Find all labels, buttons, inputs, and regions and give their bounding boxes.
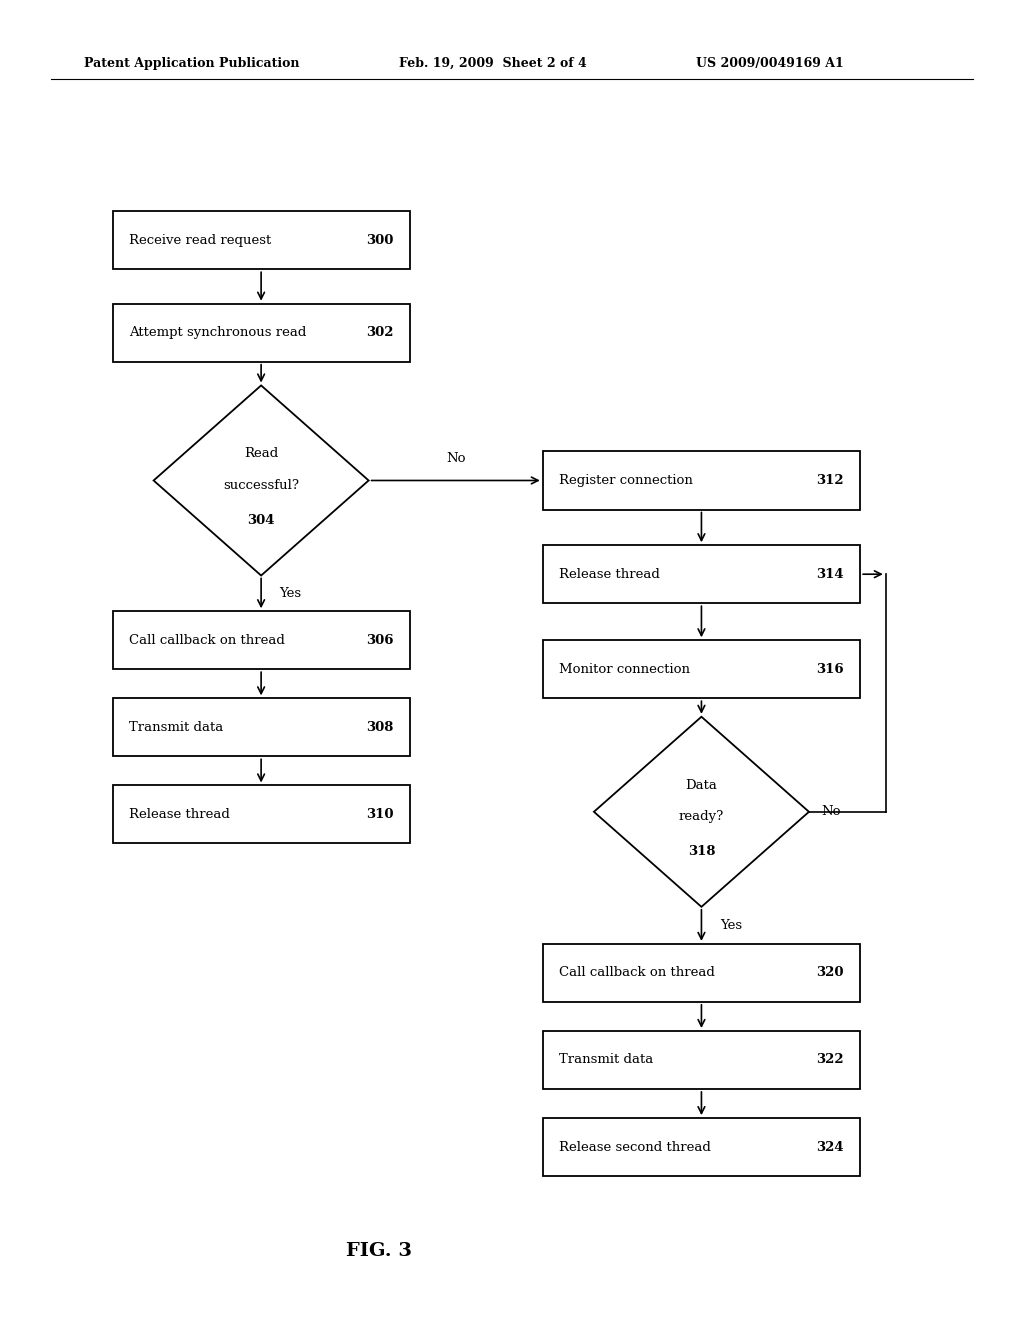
Text: FIG. 3: FIG. 3: [346, 1242, 412, 1261]
Text: Release thread: Release thread: [559, 568, 660, 581]
Text: Release thread: Release thread: [129, 808, 230, 821]
Text: 304: 304: [248, 513, 274, 527]
Text: Read: Read: [244, 447, 279, 461]
Text: 316: 316: [816, 663, 844, 676]
Text: Monitor connection: Monitor connection: [559, 663, 690, 676]
Text: 318: 318: [688, 845, 715, 858]
FancyBboxPatch shape: [543, 451, 860, 510]
Text: Register connection: Register connection: [559, 474, 693, 487]
Text: Yes: Yes: [720, 919, 742, 932]
FancyBboxPatch shape: [113, 698, 410, 756]
Text: Yes: Yes: [280, 587, 302, 599]
Text: Transmit data: Transmit data: [559, 1053, 653, 1067]
FancyBboxPatch shape: [113, 211, 410, 269]
FancyBboxPatch shape: [543, 640, 860, 698]
Text: 308: 308: [366, 721, 393, 734]
Text: 312: 312: [816, 474, 844, 487]
Text: 300: 300: [366, 234, 393, 247]
Text: 322: 322: [816, 1053, 844, 1067]
Text: 302: 302: [366, 326, 393, 339]
Text: Patent Application Publication: Patent Application Publication: [84, 57, 299, 70]
FancyBboxPatch shape: [113, 304, 410, 362]
Text: 320: 320: [816, 966, 844, 979]
Text: Call callback on thread: Call callback on thread: [559, 966, 715, 979]
Text: Receive read request: Receive read request: [129, 234, 271, 247]
Text: Call callback on thread: Call callback on thread: [129, 634, 285, 647]
Text: No: No: [445, 451, 466, 465]
Text: 314: 314: [816, 568, 844, 581]
Text: Data: Data: [685, 779, 718, 792]
Text: Release second thread: Release second thread: [559, 1140, 711, 1154]
FancyBboxPatch shape: [543, 1118, 860, 1176]
Text: 324: 324: [816, 1140, 844, 1154]
Text: ready?: ready?: [679, 810, 724, 824]
Text: 306: 306: [366, 634, 393, 647]
FancyBboxPatch shape: [543, 1031, 860, 1089]
Polygon shape: [154, 385, 369, 576]
FancyBboxPatch shape: [113, 785, 410, 843]
Text: No: No: [821, 805, 841, 818]
Text: Transmit data: Transmit data: [129, 721, 223, 734]
Text: Feb. 19, 2009  Sheet 2 of 4: Feb. 19, 2009 Sheet 2 of 4: [399, 57, 587, 70]
Text: US 2009/0049169 A1: US 2009/0049169 A1: [696, 57, 844, 70]
Text: Attempt synchronous read: Attempt synchronous read: [129, 326, 306, 339]
FancyBboxPatch shape: [543, 944, 860, 1002]
FancyBboxPatch shape: [543, 545, 860, 603]
Text: 310: 310: [366, 808, 393, 821]
Text: successful?: successful?: [223, 479, 299, 492]
FancyBboxPatch shape: [113, 611, 410, 669]
Polygon shape: [594, 717, 809, 907]
